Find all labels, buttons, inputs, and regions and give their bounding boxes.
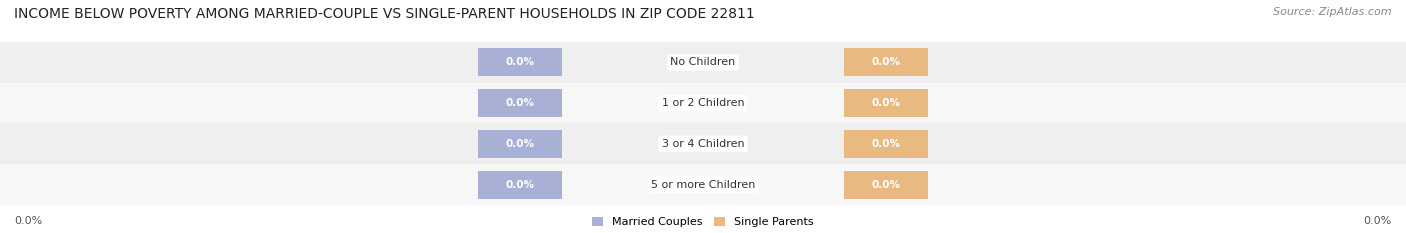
Text: 0.0%: 0.0% [506,98,534,108]
Legend: Married Couples, Single Parents: Married Couples, Single Parents [592,217,814,227]
Text: No Children: No Children [671,57,735,67]
Bar [478,130,562,158]
Text: 0.0%: 0.0% [872,98,900,108]
Text: 3 or 4 Children: 3 or 4 Children [662,139,744,149]
Text: 0.0%: 0.0% [14,216,42,226]
Text: Source: ZipAtlas.com: Source: ZipAtlas.com [1274,7,1392,17]
Bar [844,89,928,117]
Text: 0.0%: 0.0% [506,57,534,67]
Text: 5 or more Children: 5 or more Children [651,180,755,190]
Bar [478,89,562,117]
Bar [844,48,928,76]
Text: 0.0%: 0.0% [1364,216,1392,226]
Text: INCOME BELOW POVERTY AMONG MARRIED-COUPLE VS SINGLE-PARENT HOUSEHOLDS IN ZIP COD: INCOME BELOW POVERTY AMONG MARRIED-COUPL… [14,7,755,21]
Text: 0.0%: 0.0% [872,139,900,149]
Text: 0.0%: 0.0% [872,57,900,67]
Text: 1 or 2 Children: 1 or 2 Children [662,98,744,108]
Bar [844,130,928,158]
Text: 0.0%: 0.0% [506,139,534,149]
Bar [844,171,928,199]
Text: 0.0%: 0.0% [872,180,900,190]
Text: 0.0%: 0.0% [506,180,534,190]
Bar [478,48,562,76]
Bar [478,171,562,199]
